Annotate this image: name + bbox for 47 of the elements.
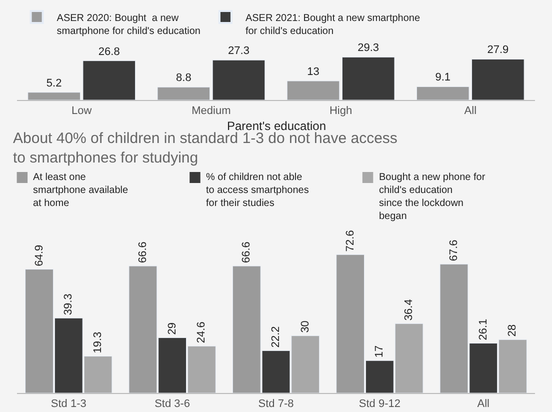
data-label: 24.6 bbox=[196, 322, 208, 344]
bar bbox=[286, 80, 340, 100]
x-tick-label: Medium bbox=[192, 105, 231, 118]
data-label: 22.2 bbox=[270, 326, 282, 348]
data-label: 39.3 bbox=[62, 294, 75, 316]
bar bbox=[157, 86, 210, 100]
data-label: 8.8 bbox=[176, 72, 192, 84]
x-tick-label: Std 1-3 bbox=[50, 398, 86, 410]
x-tick-label: All bbox=[464, 105, 477, 118]
x-axis-title: Parent's education bbox=[227, 119, 326, 133]
x-tick-label: High bbox=[329, 105, 352, 118]
data-label: 64.9 bbox=[33, 244, 46, 266]
data-label: 26.8 bbox=[98, 46, 120, 58]
legend-label: ASER 2021: Bought a new smartphone for child's education bbox=[245, 12, 420, 37]
bar bbox=[212, 60, 266, 100]
legend-label: ASER 2020: Bought a new smartphone for child's education bbox=[56, 12, 200, 37]
x-tick-label: Low bbox=[72, 105, 92, 118]
bar bbox=[82, 60, 136, 100]
data-label: 28 bbox=[506, 324, 519, 337]
data-label: 9.1 bbox=[435, 72, 451, 84]
x-tick-label: Std 7-8 bbox=[258, 398, 294, 410]
data-label: 72.6 bbox=[344, 230, 356, 252]
data-label: 29.3 bbox=[358, 42, 380, 54]
bar bbox=[472, 58, 524, 100]
x-tick-label: All bbox=[477, 398, 490, 410]
legend-label: Bought a new phone for child's education since the lockdown began bbox=[379, 172, 486, 222]
data-label: 30 bbox=[299, 320, 312, 333]
data-label: 67.6 bbox=[448, 240, 460, 262]
data-label: 66.6 bbox=[240, 242, 253, 264]
bar bbox=[416, 86, 470, 100]
chart-title: About 40% of children in standard 1-3 do not have access to smartphones for studying bbox=[13, 130, 398, 166]
data-label: 36.4 bbox=[403, 299, 416, 321]
data-label: 27.3 bbox=[228, 45, 250, 58]
bar bbox=[28, 92, 80, 100]
data-label: 17 bbox=[374, 345, 386, 358]
bar bbox=[342, 56, 395, 100]
legend-label: % of children not able to access smartphones for their studies bbox=[206, 172, 309, 209]
data-label: 29 bbox=[166, 322, 178, 335]
x-tick-label: Std 3-6 bbox=[154, 398, 190, 410]
data-label: 27.9 bbox=[487, 44, 509, 56]
data-label: 66.6 bbox=[136, 242, 149, 264]
data-label: 26.1 bbox=[477, 318, 490, 340]
x-tick-label: Std 9-12 bbox=[358, 398, 400, 410]
data-label: 13 bbox=[307, 66, 320, 78]
legend-label: At least one smartphone available at home bbox=[33, 172, 128, 209]
data-label: 5.2 bbox=[46, 77, 62, 90]
data-label: 19.3 bbox=[92, 332, 104, 354]
